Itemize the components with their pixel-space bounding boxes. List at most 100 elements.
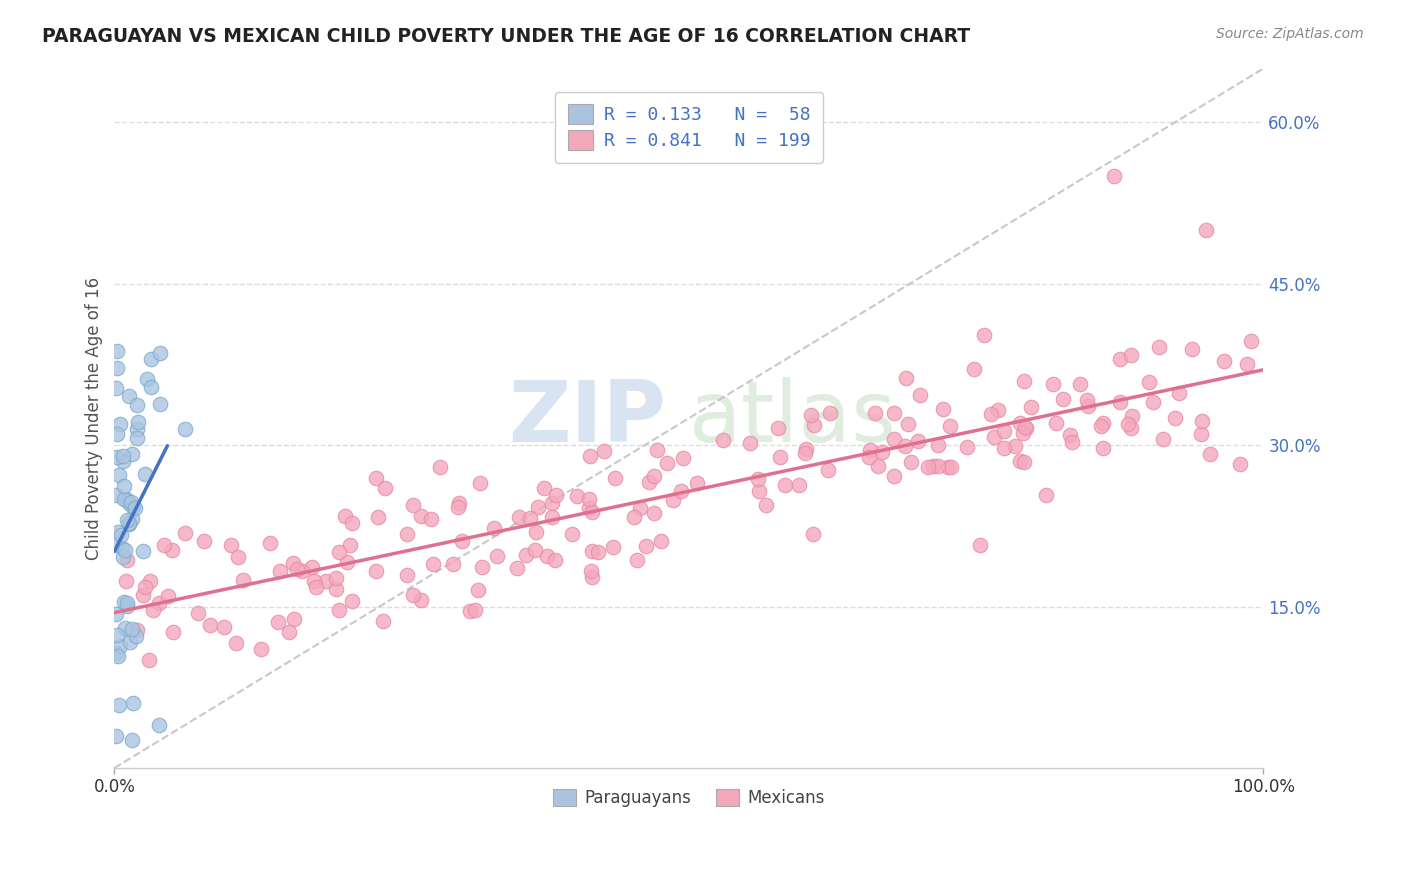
Point: [894, 371, 917, 385]
Point: [1119, 348, 1142, 362]
Point: [429, 460, 451, 475]
Point: [1010, 417, 1032, 431]
Point: [464, 603, 486, 617]
Point: [118, 635, 141, 649]
Point: [153, 538, 176, 552]
Point: [623, 510, 645, 524]
Point: [112, 454, 135, 468]
Point: [108, 639, 131, 653]
Point: [118, 496, 141, 510]
Point: [800, 409, 823, 423]
Point: [108, 698, 131, 712]
Point: [112, 492, 135, 507]
Point: [883, 406, 905, 420]
Point: [638, 475, 661, 489]
Text: Source: ZipAtlas.com: Source: ZipAtlas.com: [1216, 27, 1364, 41]
Point: [628, 500, 651, 515]
Point: [112, 595, 135, 609]
Point: [544, 553, 567, 567]
Point: [578, 501, 600, 516]
Point: [917, 460, 939, 475]
Point: [650, 534, 672, 549]
Point: [162, 625, 184, 640]
Point: [636, 539, 658, 553]
Point: [139, 352, 162, 367]
Point: [973, 328, 995, 343]
Point: [579, 564, 602, 578]
Point: [115, 599, 138, 613]
Point: [1004, 439, 1026, 453]
Point: [1092, 441, 1115, 455]
Point: [747, 472, 769, 486]
Point: [135, 372, 157, 386]
Point: [1229, 457, 1251, 471]
Point: [907, 434, 929, 449]
Point: [927, 438, 949, 452]
Point: [626, 552, 648, 566]
Point: [1108, 395, 1130, 409]
Point: [267, 615, 290, 629]
Point: [132, 544, 155, 558]
Point: [1168, 386, 1191, 401]
Point: [818, 406, 841, 420]
Point: [115, 491, 138, 506]
Point: [523, 542, 546, 557]
Point: [269, 564, 291, 578]
Point: [402, 498, 425, 512]
Point: [458, 604, 481, 618]
Point: [402, 588, 425, 602]
Point: [121, 512, 143, 526]
Point: [883, 468, 905, 483]
Point: [342, 594, 364, 608]
Point: [1236, 357, 1258, 371]
Point: [125, 431, 148, 445]
Point: [1012, 455, 1035, 469]
Point: [581, 570, 603, 584]
Point: [1240, 334, 1263, 348]
Point: [508, 509, 530, 524]
Point: [371, 614, 394, 628]
Point: [1019, 400, 1042, 414]
Point: [283, 556, 305, 570]
Point: [1010, 454, 1032, 468]
Point: [1012, 425, 1035, 440]
Point: [115, 553, 138, 567]
Point: [561, 527, 583, 541]
Point: [1014, 419, 1036, 434]
Point: [1164, 411, 1187, 425]
Point: [105, 628, 128, 642]
Point: [118, 389, 141, 403]
Point: [187, 606, 209, 620]
Point: [963, 362, 986, 376]
Point: [285, 562, 308, 576]
Point: [301, 560, 323, 574]
Point: [1102, 169, 1125, 183]
Point: [1052, 392, 1074, 407]
Point: [980, 407, 1002, 421]
Point: [602, 540, 624, 554]
Point: [335, 508, 357, 523]
Point: [1147, 340, 1170, 354]
Point: [138, 653, 160, 667]
Point: [1092, 417, 1115, 431]
Point: [740, 435, 762, 450]
Point: [250, 641, 273, 656]
Point: [581, 505, 603, 519]
Point: [931, 402, 953, 417]
Point: [897, 417, 920, 432]
Point: [120, 494, 142, 508]
Point: [993, 424, 1015, 438]
Point: [1035, 488, 1057, 502]
Point: [801, 527, 824, 541]
Point: [111, 449, 134, 463]
Point: [104, 537, 127, 551]
Point: [794, 446, 817, 460]
Point: [114, 621, 136, 635]
Point: [148, 718, 170, 732]
Point: [328, 603, 350, 617]
Point: [278, 625, 301, 640]
Point: [858, 450, 880, 464]
Point: [149, 345, 172, 359]
Point: [104, 488, 127, 502]
Point: [541, 509, 564, 524]
